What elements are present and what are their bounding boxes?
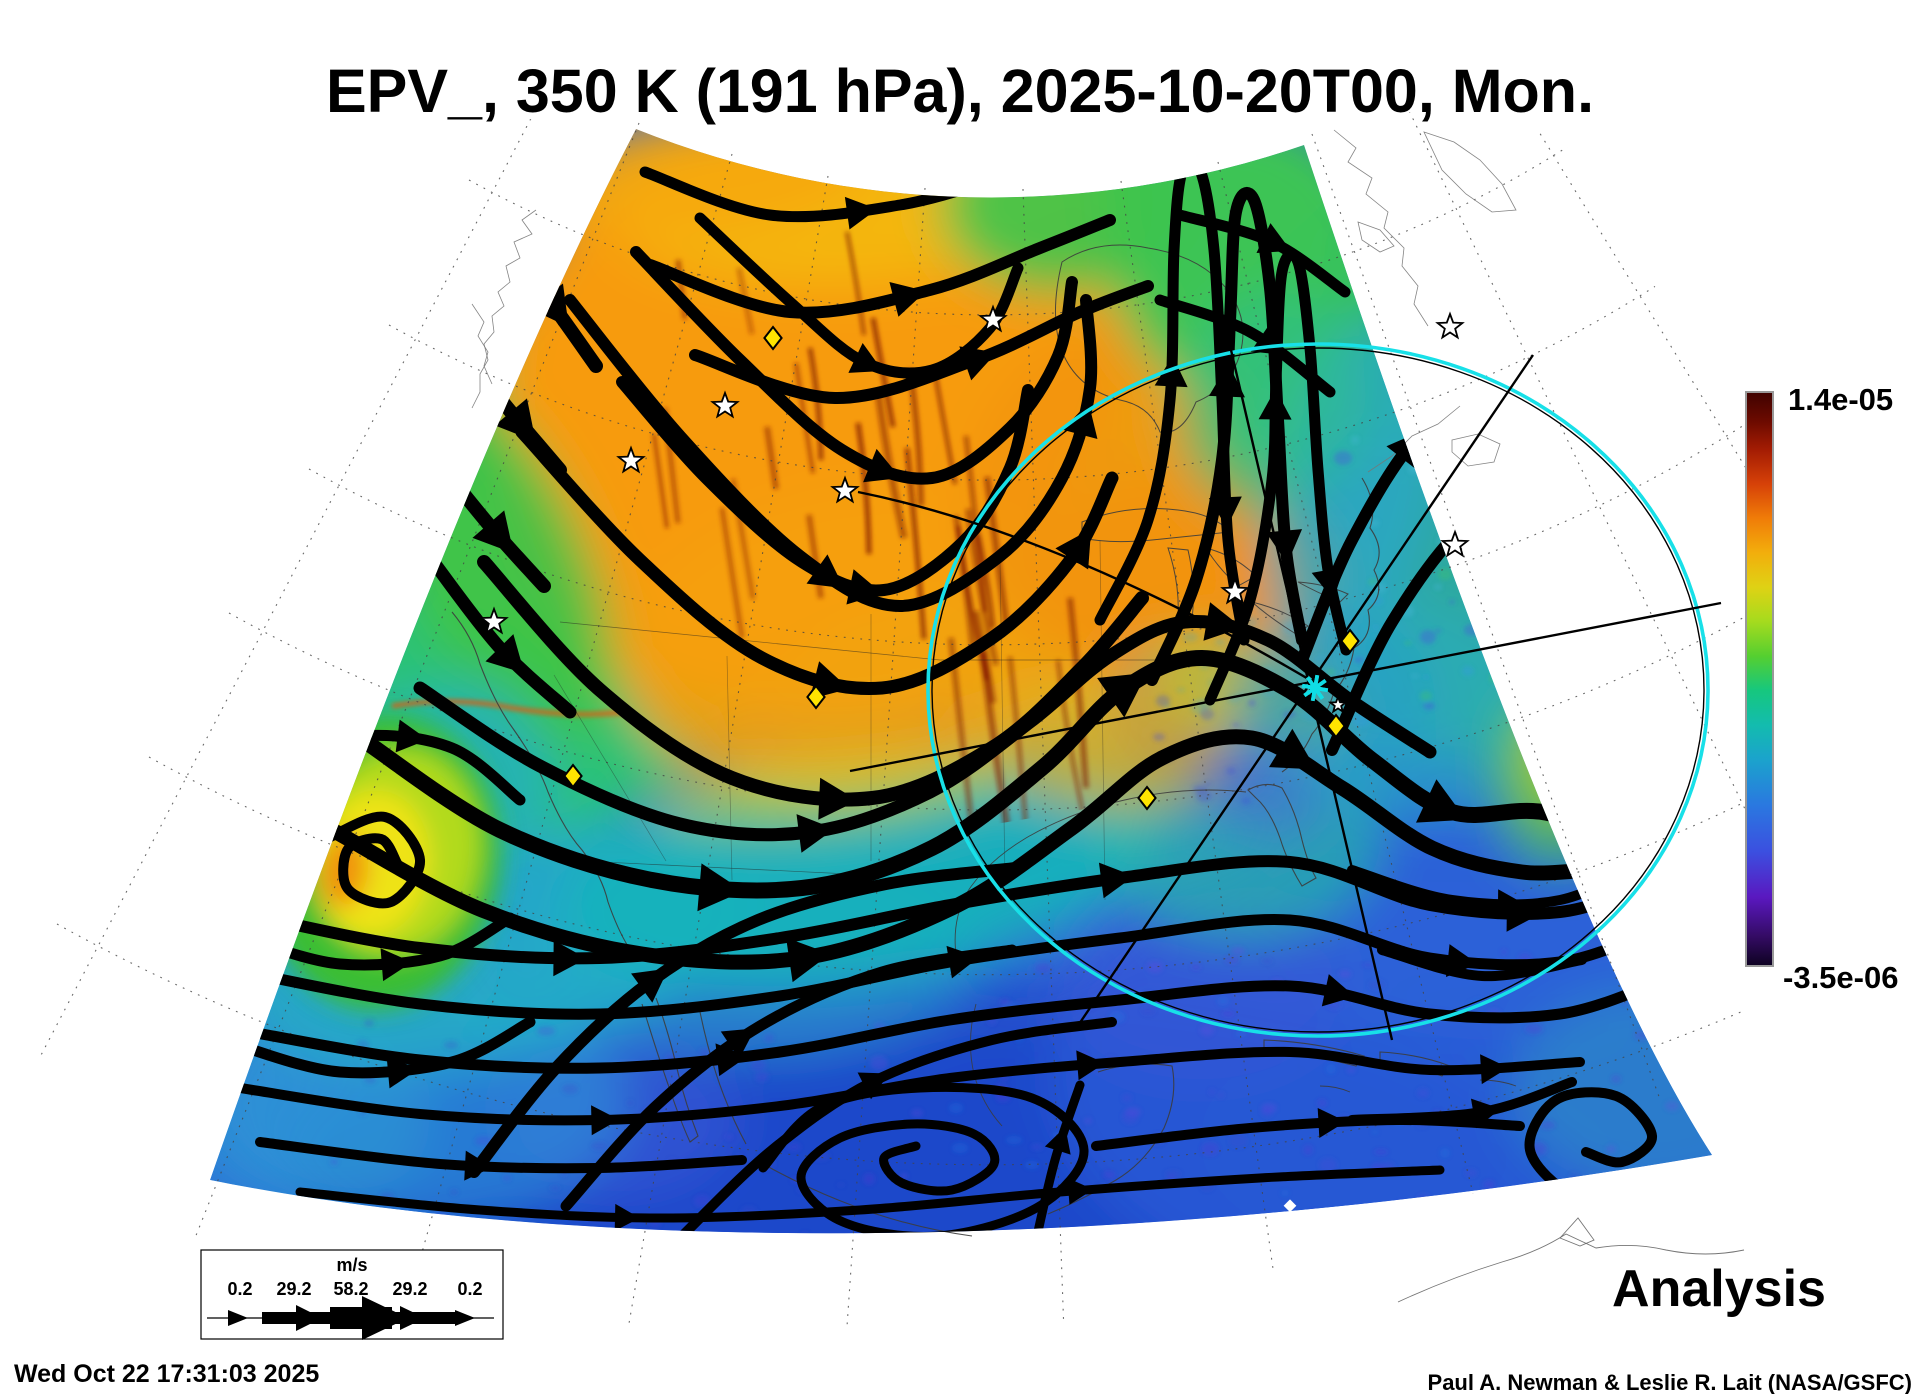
svg-text:0.2: 0.2 (457, 1279, 482, 1299)
svg-text:0.2: 0.2 (227, 1279, 252, 1299)
svg-text:-3.5e-06: -3.5e-06 (1783, 960, 1898, 995)
svg-text:Paul A. Newman & Leslie R. Lai: Paul A. Newman & Leslie R. Lait (NASA/GS… (1428, 1370, 1912, 1394)
svg-text:58.2: 58.2 (333, 1279, 368, 1299)
svg-text:Analysis: Analysis (1612, 1260, 1826, 1318)
svg-text:Wed Oct 22 17:31:03 2025: Wed Oct 22 17:31:03 2025 (14, 1360, 319, 1388)
svg-text:29.2: 29.2 (276, 1279, 311, 1299)
svg-text:1.4e-05: 1.4e-05 (1788, 382, 1893, 417)
svg-text:EPV_, 350 K (191 hPa), 2025-10: EPV_, 350 K (191 hPa), 2025-10-20T00, Mo… (326, 57, 1594, 125)
svg-text:29.2: 29.2 (392, 1279, 427, 1299)
svg-text:m/s: m/s (336, 1255, 367, 1275)
